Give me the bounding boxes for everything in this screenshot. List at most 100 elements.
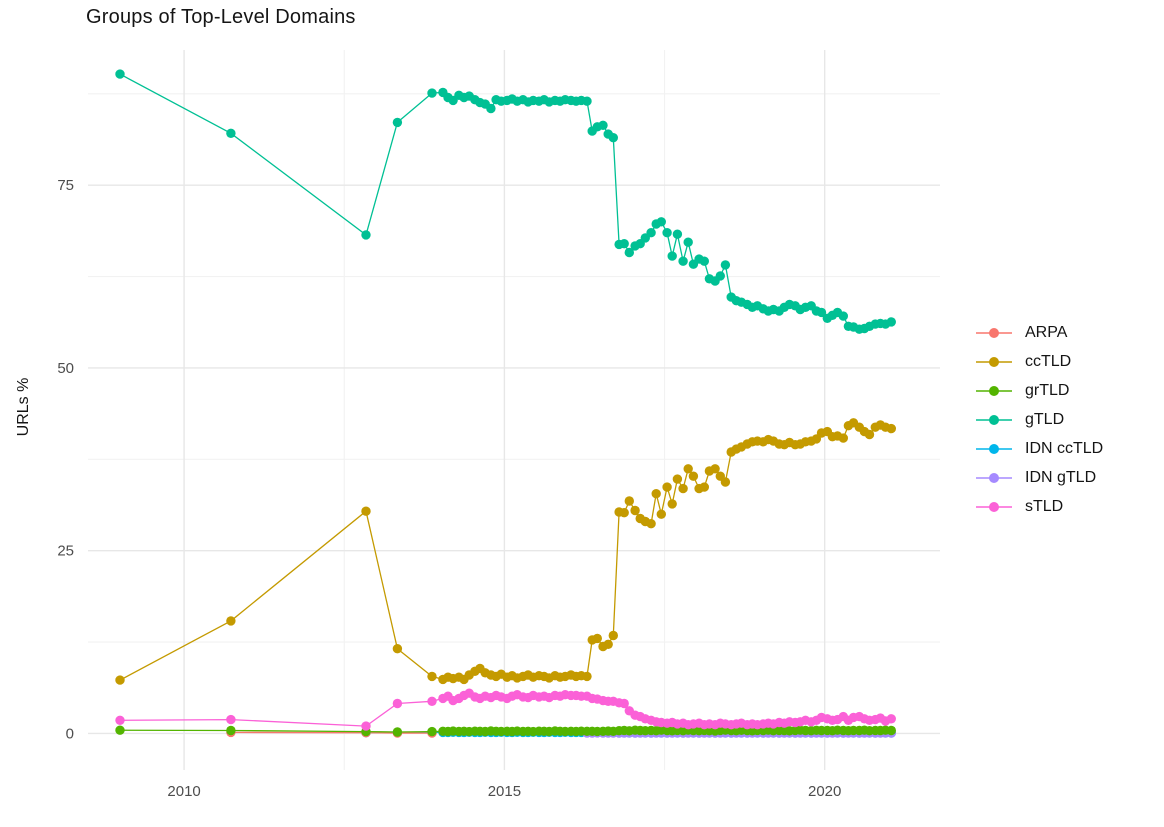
data-point xyxy=(683,464,693,474)
y-tick-label: 75 xyxy=(57,177,74,194)
data-point xyxy=(667,251,677,261)
legend-item-IDN ccTLD: IDN ccTLD xyxy=(975,438,1103,460)
data-point xyxy=(651,489,661,499)
data-point xyxy=(115,69,125,79)
legend-item-gTLD: gTLD xyxy=(975,409,1103,431)
legend-key-icon xyxy=(976,386,1012,396)
data-point xyxy=(392,117,403,128)
data-point xyxy=(115,715,125,725)
data-point xyxy=(630,505,640,516)
data-point xyxy=(226,128,236,138)
series-line-gTLD xyxy=(119,73,892,330)
series-points-gTLD xyxy=(115,69,896,334)
y-tick-label: 0 xyxy=(66,725,74,742)
legend-item-ARPA: ARPA xyxy=(975,322,1103,344)
data-point xyxy=(361,506,371,516)
data-point xyxy=(683,237,693,247)
x-tick-label: 2010 xyxy=(167,783,200,800)
y-tick-label: 25 xyxy=(57,543,74,560)
legend-label: ccTLD xyxy=(1025,353,1072,370)
data-point xyxy=(592,633,602,644)
legend-label: gTLD xyxy=(1025,411,1065,428)
data-point xyxy=(619,508,629,518)
data-point xyxy=(720,477,731,487)
data-point xyxy=(624,496,634,506)
legend-label: ARPA xyxy=(1025,324,1068,341)
data-point xyxy=(361,230,371,240)
data-point xyxy=(662,228,672,238)
legend-item-IDN gTLD: IDN gTLD xyxy=(975,467,1103,489)
y-axis-title: URLs % xyxy=(15,377,32,437)
data-point xyxy=(427,696,437,706)
data-point xyxy=(619,239,629,249)
data-point xyxy=(624,247,634,258)
legend-label: IDN gTLD xyxy=(1025,469,1097,486)
chart-title: Groups of Top-Level Domains xyxy=(86,6,356,28)
data-point xyxy=(720,260,731,270)
data-point xyxy=(582,96,592,106)
data-point xyxy=(710,464,720,474)
data-point xyxy=(226,616,236,626)
legend: ARPA ccTLD grTLD gTLD IDN ccTLD IDN gTLD sTLD xyxy=(975,315,1103,525)
legend-label: sTLD xyxy=(1025,498,1064,515)
data-point xyxy=(886,714,896,724)
data-point xyxy=(392,644,403,654)
data-point xyxy=(226,725,236,736)
data-point xyxy=(672,229,683,239)
data-point xyxy=(608,133,618,143)
data-point xyxy=(646,519,656,529)
data-point xyxy=(688,471,699,481)
legend-key-icon xyxy=(976,357,1012,367)
data-point xyxy=(699,256,709,266)
legend-item-ccTLD: ccTLD xyxy=(975,351,1103,373)
data-point xyxy=(667,499,677,509)
legend-key-icon xyxy=(976,328,1012,338)
data-point xyxy=(427,88,437,98)
data-point xyxy=(656,509,666,519)
series-points-ccTLD xyxy=(115,418,896,685)
data-point xyxy=(672,474,683,484)
data-point xyxy=(699,482,709,492)
legend-item-grTLD: grTLD xyxy=(975,380,1103,402)
data-point xyxy=(486,103,496,114)
y-tick-label: 50 xyxy=(57,360,74,377)
data-point xyxy=(392,727,403,737)
data-point xyxy=(886,317,896,327)
data-point xyxy=(864,429,875,440)
data-point xyxy=(608,630,618,641)
data-point xyxy=(816,307,827,318)
data-point xyxy=(662,482,672,492)
series-points-sTLD xyxy=(115,688,896,731)
data-point xyxy=(838,433,848,443)
data-point xyxy=(115,725,125,735)
data-point xyxy=(598,120,608,130)
x-tick-label: 2015 xyxy=(488,783,521,800)
data-point xyxy=(392,698,403,709)
data-point xyxy=(582,671,592,682)
data-point xyxy=(619,698,629,709)
data-point xyxy=(678,483,688,494)
legend-label: IDN ccTLD xyxy=(1025,440,1104,457)
data-point xyxy=(226,714,236,725)
series-line-ccTLD xyxy=(119,422,892,681)
series-line-ARPA xyxy=(230,731,432,734)
x-tick-label: 2020 xyxy=(808,783,841,800)
data-point xyxy=(656,217,666,227)
data-point xyxy=(361,721,371,731)
legend-key-icon xyxy=(976,502,1012,512)
legend-key-icon xyxy=(976,444,1012,454)
legend-item-sTLD: sTLD xyxy=(975,496,1103,518)
data-point xyxy=(115,675,125,685)
data-point xyxy=(427,671,437,682)
data-point xyxy=(715,271,725,281)
data-point xyxy=(838,311,848,321)
data-point xyxy=(886,423,896,434)
data-point xyxy=(646,228,656,238)
legend-key-icon xyxy=(976,415,1012,425)
legend-key-icon xyxy=(976,473,1012,483)
data-point xyxy=(678,256,688,266)
data-point xyxy=(603,639,613,649)
data-point xyxy=(427,726,437,737)
